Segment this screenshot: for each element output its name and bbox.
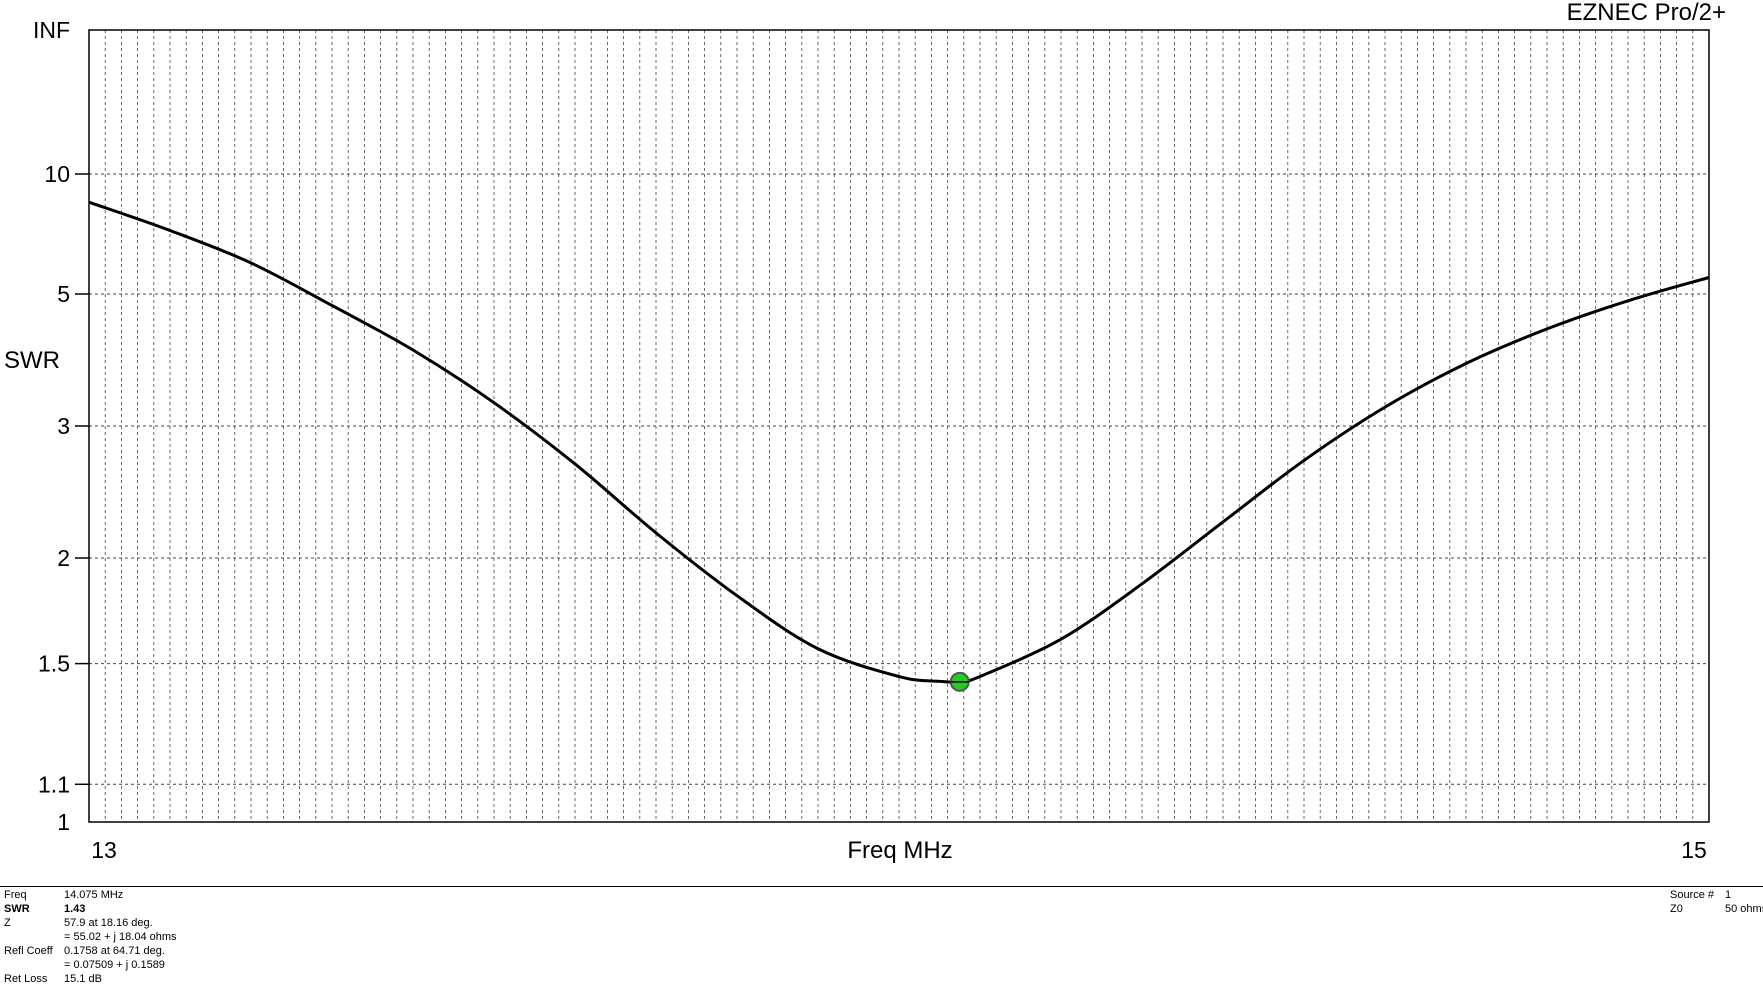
source-panel: Source # 1 Z0 50 ohms — [1670, 888, 1763, 916]
readout-label — [4, 958, 64, 972]
readout-row: = 55.02 + j 18.04 ohms — [4, 930, 177, 944]
grid-lines — [89, 30, 1709, 822]
readout-value: 0.1758 at 64.71 deg. — [64, 945, 165, 957]
x-tick-label: 13 — [91, 837, 117, 863]
readout-row: = 0.07509 + j 0.1589 — [4, 958, 177, 972]
source-label: Source # — [1670, 889, 1715, 901]
readout-row: Z 57.9 at 18.16 deg. — [4, 916, 177, 930]
readout-row: Ret Loss 15.1 dB — [4, 972, 177, 986]
source-value: 50 ohms — [1725, 903, 1763, 915]
swr-curve-series — [88, 200, 1710, 684]
readout-value: 57.9 at 18.16 deg. — [64, 917, 153, 929]
y-tick-label: 1.1 — [38, 771, 70, 797]
readout-label — [4, 930, 64, 944]
chart-title: EZNEC Pro/2+ — [1567, 0, 1726, 26]
info-divider — [0, 886, 1763, 887]
y-tick-label: 2 — [57, 545, 70, 571]
readout-label: Refl Coeff — [4, 945, 53, 957]
y-tick-label: 5 — [57, 281, 70, 307]
x-tick-labels: 13 15 — [91, 837, 1707, 863]
y-tick-label: 3 — [57, 413, 70, 439]
readout-row: Refl Coeff 0.1758 at 64.71 deg. — [4, 944, 177, 958]
readout-label: Freq — [4, 889, 27, 901]
source-row: Z0 50 ohms — [1670, 902, 1763, 916]
readout-value: 14.075 MHz — [64, 889, 124, 901]
readout-row: Freq 14.075 MHz — [4, 888, 177, 902]
source-row: Source # 1 — [1670, 888, 1763, 902]
y-tick-label: 1.5 — [38, 651, 70, 677]
readout-value: 15.1 dB — [64, 973, 102, 985]
y-tick-label: 1 — [57, 809, 70, 835]
readout-label: Z — [4, 917, 11, 929]
readout-panel: Freq 14.075 MHz SWR 1.43 Z 57.9 at 18.16 deg.… — [4, 888, 177, 986]
readout-label: Ret Loss — [4, 973, 48, 985]
source-value: 1 — [1725, 889, 1732, 901]
x-tick-label: 15 — [1681, 837, 1707, 863]
y-tick-labels: 1 1.1 1.5 2 3 5 10 INF — [33, 17, 89, 835]
readout-value: 1.43 — [64, 903, 86, 915]
source-label: Z0 — [1670, 903, 1683, 915]
readout-value: = 55.02 + j 18.04 ohms — [64, 931, 177, 943]
y-tick-label: 10 — [44, 161, 70, 187]
swr-chart: 1 1.1 1.5 2 3 5 10 INF 13 15 EZNEC Pro/2+ Freq M… — [4, 0, 1726, 864]
readout-value: = 0.07509 + j 0.1589 — [64, 959, 165, 971]
readout-row: SWR 1.43 — [4, 902, 177, 916]
x-axis-label: Freq MHz — [847, 837, 952, 864]
y-tick-label: INF — [33, 17, 70, 43]
y-axis-label: SWR — [4, 347, 60, 374]
readout-label: SWR — [4, 903, 30, 915]
